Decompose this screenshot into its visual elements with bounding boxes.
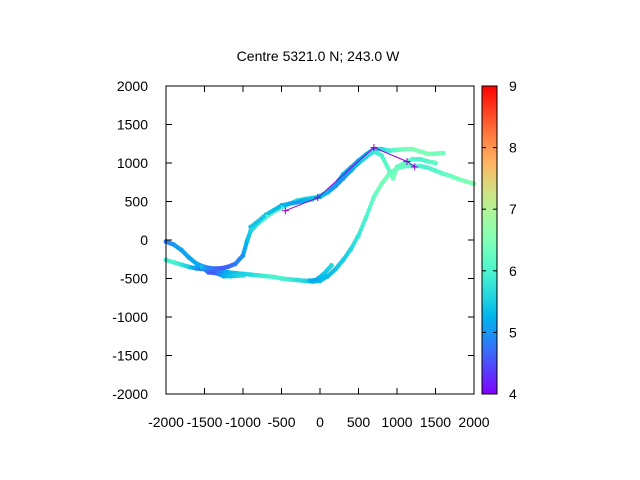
x-tick-label: -500 (267, 414, 295, 430)
colorbar-gradient (482, 86, 497, 394)
track-point (238, 273, 244, 278)
trajectory-layer (281, 144, 419, 215)
colorbar-tick-label: 6 (509, 263, 517, 279)
x-axis: -2000 -1500 -1000 -500 0 500 1000 1500 2000 (148, 86, 490, 430)
colorbar-tick-label: 7 (509, 201, 517, 217)
colorbar-tick-label: 9 (509, 78, 517, 94)
plot-area (163, 85, 477, 395)
x-tick-label: -2000 (148, 414, 184, 430)
x-tick-label: 0 (316, 414, 324, 430)
colorbar-tick-label: 5 (509, 324, 517, 340)
track-point (366, 208, 371, 213)
track-point (432, 160, 437, 165)
trajectory-marker (281, 207, 289, 215)
y-tick-label: 1500 (117, 117, 148, 133)
y-tick-label: 500 (125, 194, 149, 210)
x-tick-label: 500 (347, 414, 371, 430)
chart-title: Centre 5321.0 N; 243.0 W (237, 48, 400, 64)
track-point (378, 183, 383, 189)
colorbar-tick-label: 4 (509, 386, 517, 402)
x-tick-label: 1500 (420, 414, 451, 430)
track-point (261, 214, 266, 219)
y-axis: 2000 1500 1000 500 0 -500 -1000 -1500 -2000 (112, 78, 474, 402)
y-tick-label: 0 (140, 232, 148, 248)
track-point (370, 198, 375, 203)
track-point (276, 204, 282, 210)
colorbar: 4 5 6 7 8 9 (481, 78, 517, 402)
x-tick-label: 2000 (458, 414, 489, 430)
colorbar-tick-label: 8 (509, 140, 517, 156)
y-tick-label: -500 (120, 271, 148, 287)
y-tick-label: 1000 (117, 155, 148, 171)
trajectory-marker (314, 194, 322, 202)
track-point (385, 165, 391, 171)
trajectory-marker (403, 157, 411, 165)
x-tick-label: 1000 (381, 414, 412, 430)
track-point (239, 254, 244, 259)
track-point (439, 150, 445, 156)
colorbar-frame (481, 85, 498, 395)
trajectory-marker (370, 144, 378, 152)
track-point (347, 248, 352, 254)
y-tick-label: -1000 (112, 309, 148, 325)
track-point (362, 217, 368, 223)
track-point (378, 152, 383, 157)
track-point (228, 274, 233, 279)
y-tick-label: 2000 (117, 78, 148, 94)
colorbar-ticks: 4 5 6 7 8 9 (482, 78, 517, 402)
track-point (365, 211, 370, 216)
plot-frame (165, 85, 475, 395)
scatter-layer (163, 146, 477, 284)
trajectory-marker (411, 163, 419, 171)
y-tick-label: -2000 (112, 386, 148, 402)
track-point (244, 241, 249, 246)
x-tick-label: -1000 (225, 414, 261, 430)
track-point (339, 259, 344, 264)
y-tick-label: -1500 (112, 348, 148, 364)
track-point (369, 201, 374, 206)
track-point (328, 264, 333, 269)
track-point (367, 204, 373, 210)
track-point (355, 235, 360, 240)
x-tick-label: -1500 (187, 414, 223, 430)
track-point (292, 200, 297, 205)
